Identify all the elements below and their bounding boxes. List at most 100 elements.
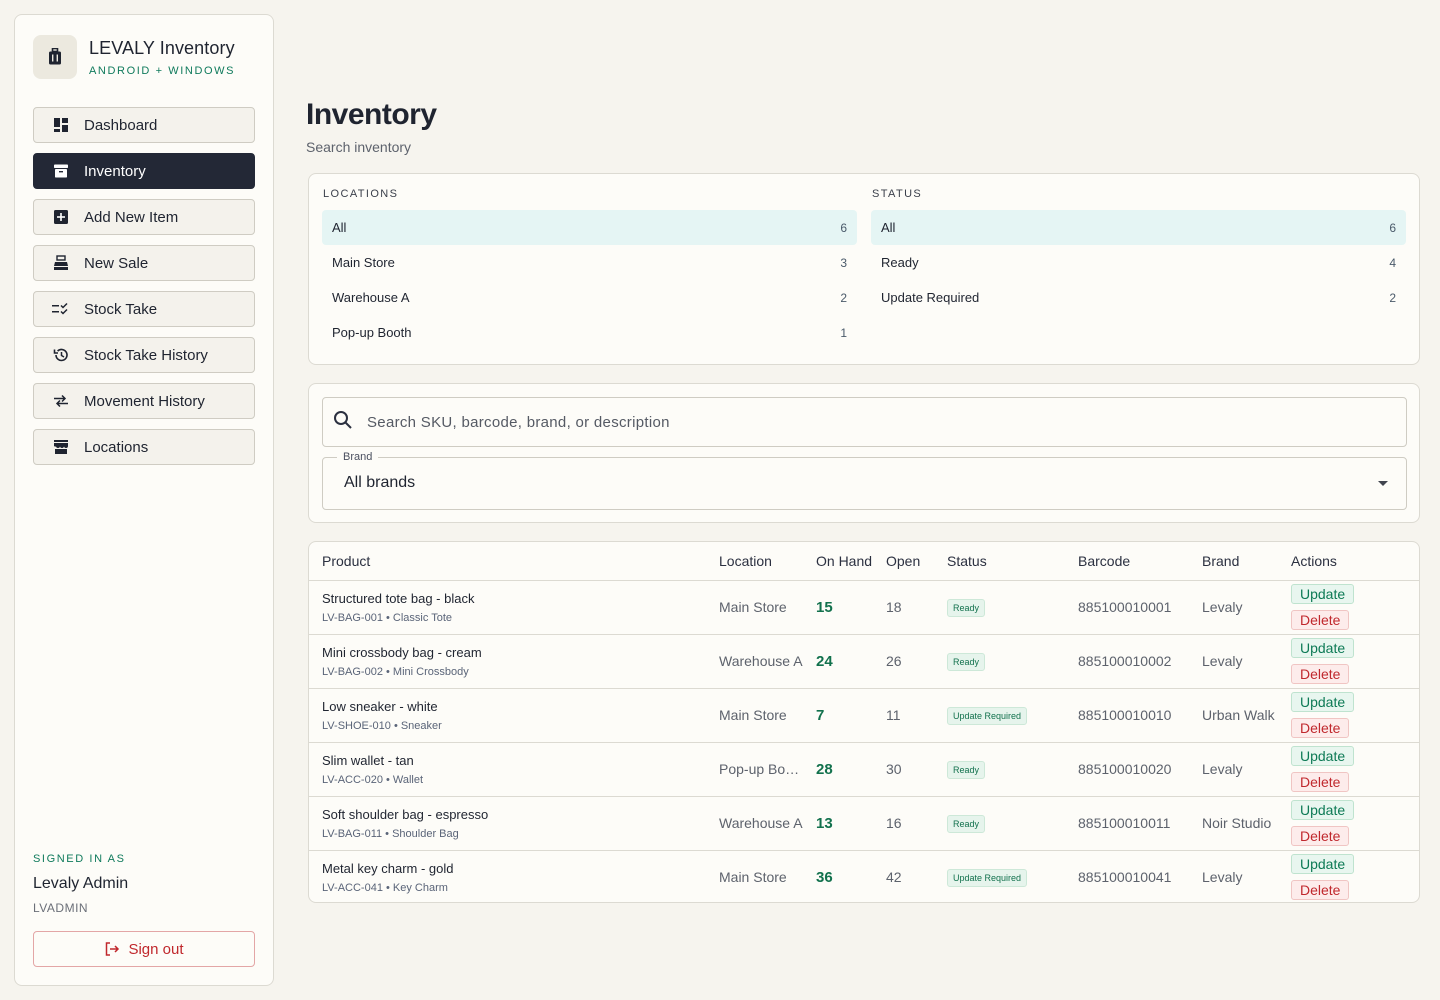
delete-button[interactable]: Delete (1291, 880, 1350, 901)
user-id: LVADMIN (33, 901, 89, 915)
filter-label: Pop-up Booth (332, 325, 412, 340)
sidebar-item-stock-take[interactable]: Stock Take (33, 291, 255, 327)
status-badge: Ready (947, 652, 986, 671)
filter-label: All (881, 220, 896, 235)
brand-select-label: Brand (337, 451, 379, 463)
sidebar-item-dashboard[interactable]: Dashboard (33, 107, 255, 143)
location-cell: Pop-up Booth (719, 742, 816, 797)
location-filter-warehouse-a[interactable]: Warehouse A 2 (322, 280, 857, 315)
status-badge: Ready (947, 760, 986, 779)
status-filter-ready[interactable]: Ready 4 (871, 245, 1406, 280)
filter-label: Main Store (332, 255, 395, 270)
product-name: Metal key charm - gold (322, 860, 454, 876)
actions-cell: Update Delete (1291, 850, 1419, 902)
actions-cell: Update Delete (1291, 580, 1419, 635)
delete-button[interactable]: Delete (1291, 664, 1350, 684)
product-sku: LV-ACC-041 • Key Charm (322, 881, 448, 894)
search-input[interactable] (367, 413, 1367, 431)
sidebar-item-movement-history[interactable]: Movement History (33, 383, 255, 419)
column-header-brand[interactable]: Brand (1202, 542, 1291, 581)
column-header-location[interactable]: Location (719, 542, 816, 581)
delete-button[interactable]: Delete (1291, 772, 1350, 792)
sidebar: LEVALY Inventory ANDROID + WINDOWS Dashb… (14, 14, 274, 986)
on-hand-cell: 15 (816, 580, 886, 635)
column-header-open[interactable]: Open (886, 542, 947, 581)
brand-select-value: All brands (344, 474, 416, 491)
signed-in-panel: SIGNED IN AS Levaly Admin LVADMIN (33, 853, 255, 915)
column-header-product[interactable]: Product (309, 542, 719, 581)
product-name: Slim wallet - tan (322, 752, 414, 768)
update-button[interactable]: Update (1291, 746, 1355, 766)
brand-cell: Levaly (1202, 634, 1291, 689)
table-row: Metal key charm - gold LV-ACC-041 • Key C… (309, 850, 1419, 902)
status-heading: STATUS (872, 188, 923, 200)
page-subtitle: Search inventory (306, 139, 412, 155)
update-button[interactable]: Update (1291, 854, 1355, 875)
column-header-on-hand[interactable]: On Hand (816, 542, 886, 581)
column-header-barcode[interactable]: Barcode (1078, 542, 1202, 581)
status-filter: STATUS All 6 Ready 4 Update Required 2 (871, 188, 1406, 315)
sidebar-item-label: Inventory (84, 162, 146, 180)
brand-cell: Levaly (1202, 869, 1243, 886)
update-button[interactable]: Update (1291, 800, 1355, 820)
update-button[interactable]: Update (1291, 692, 1355, 712)
location-cell: Warehouse A (719, 634, 816, 689)
location-filter-popup-booth[interactable]: Pop-up Booth 1 (322, 315, 857, 350)
product-cell: Structured tote bag - black LV-BAG-001 • … (309, 580, 719, 635)
sidebar-item-add-new-item[interactable]: Add New Item (33, 199, 255, 235)
filter-count: 6 (840, 220, 847, 235)
column-header-actions: Actions (1291, 542, 1419, 581)
status-cell: Ready (947, 742, 1078, 797)
sidebar-item-inventory[interactable]: Inventory (33, 153, 255, 189)
location-filter-main-store[interactable]: Main Store 3 (322, 245, 857, 280)
sidebar-item-stock-take-history[interactable]: Stock Take History (33, 337, 255, 373)
brand-cell: Levaly (1202, 580, 1291, 635)
status-cell: Update Required (947, 850, 1078, 902)
sidebar-item-label: Stock Take History (84, 346, 208, 364)
status-cell: Ready (947, 634, 1078, 689)
brand-select[interactable]: Brand All brands (322, 451, 1407, 510)
column-header-status[interactable]: Status (947, 542, 1078, 581)
delete-button[interactable]: Delete (1291, 826, 1350, 846)
update-button[interactable]: Update (1291, 584, 1355, 604)
sign-out-label: Sign out (128, 940, 184, 958)
brand-cell: Levaly (1202, 742, 1291, 797)
status-filter-all[interactable]: All 6 (871, 210, 1406, 245)
filter-count: 4 (1389, 255, 1396, 270)
on-hand-cell: 28 (816, 742, 886, 797)
location-filter-all[interactable]: All 6 (322, 210, 857, 245)
product-name: Soft shoulder bag - espresso (322, 806, 489, 822)
search-field[interactable] (322, 397, 1407, 447)
sidebar-item-locations[interactable]: Locations (33, 429, 255, 465)
sidebar-item-new-sale[interactable]: New Sale (33, 245, 255, 281)
inventory-table: Product Location On Hand Open Status Bar… (309, 542, 1419, 902)
status-cell: Ready (947, 796, 1078, 851)
search-icon (333, 410, 353, 435)
signed-in-label: SIGNED IN AS (33, 853, 126, 865)
app-subtitle: ANDROID + WINDOWS (89, 64, 236, 77)
search-card: Brand All brands (308, 383, 1420, 523)
sidebar-item-label: Add New Item (84, 208, 179, 226)
update-button[interactable]: Update (1291, 638, 1355, 658)
delete-button[interactable]: Delete (1291, 718, 1350, 738)
barcode-cell: 885100010041 (1078, 869, 1172, 886)
page-title: Inventory (306, 98, 437, 131)
on-hand-value: 15 (816, 598, 833, 616)
location-cell: Main Store (719, 688, 816, 743)
filter-label: Warehouse A (332, 290, 410, 305)
filter-label: Ready (881, 255, 919, 270)
table-header-row: Product Location On Hand Open Status Bar… (309, 542, 1419, 581)
cash-register-icon (52, 254, 70, 272)
filter-count: 2 (840, 290, 847, 305)
actions-cell: Update Delete (1291, 688, 1419, 743)
swap-arrows-icon (52, 392, 70, 410)
delete-button[interactable]: Delete (1291, 610, 1350, 630)
status-filter-update-required[interactable]: Update Required 2 (871, 280, 1406, 315)
sidebar-item-label: Stock Take (84, 300, 158, 318)
open-cell: 16 (886, 796, 947, 851)
sign-out-button[interactable]: Sign out (33, 931, 255, 967)
product-name: Structured tote bag - black (322, 590, 475, 606)
product-name: Low sneaker - white (322, 698, 438, 714)
